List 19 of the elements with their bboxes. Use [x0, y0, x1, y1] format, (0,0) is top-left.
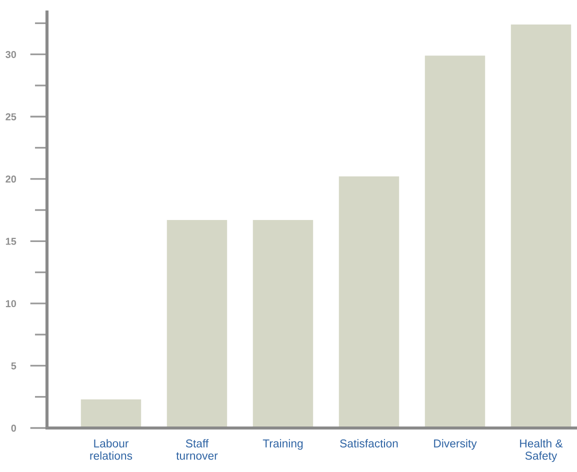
bar [252, 220, 314, 428]
bar [510, 24, 572, 428]
bar [80, 399, 142, 428]
x-tick-label: Diversity [434, 439, 477, 450]
x-tick-label: Labour relations [90, 439, 132, 460]
bar [424, 56, 486, 428]
y-tick-label: 10 [6, 300, 16, 308]
y-tick-label: 20 [6, 176, 16, 183]
y-tick-label: 30 [6, 50, 16, 58]
bar [338, 176, 400, 428]
y-tick-label: 5 [11, 362, 16, 370]
y-tick-label: 25 [6, 113, 16, 120]
y-tick-label: 15 [6, 238, 16, 245]
bar [166, 220, 228, 428]
x-tick-label: Training [262, 439, 303, 450]
y-tick-label: 0 [11, 424, 16, 432]
x-tick-label: Satisfaction [340, 439, 398, 448]
x-tick-label: Staff turnover [176, 439, 218, 460]
x-tick-label: Health & Safety [520, 439, 563, 462]
